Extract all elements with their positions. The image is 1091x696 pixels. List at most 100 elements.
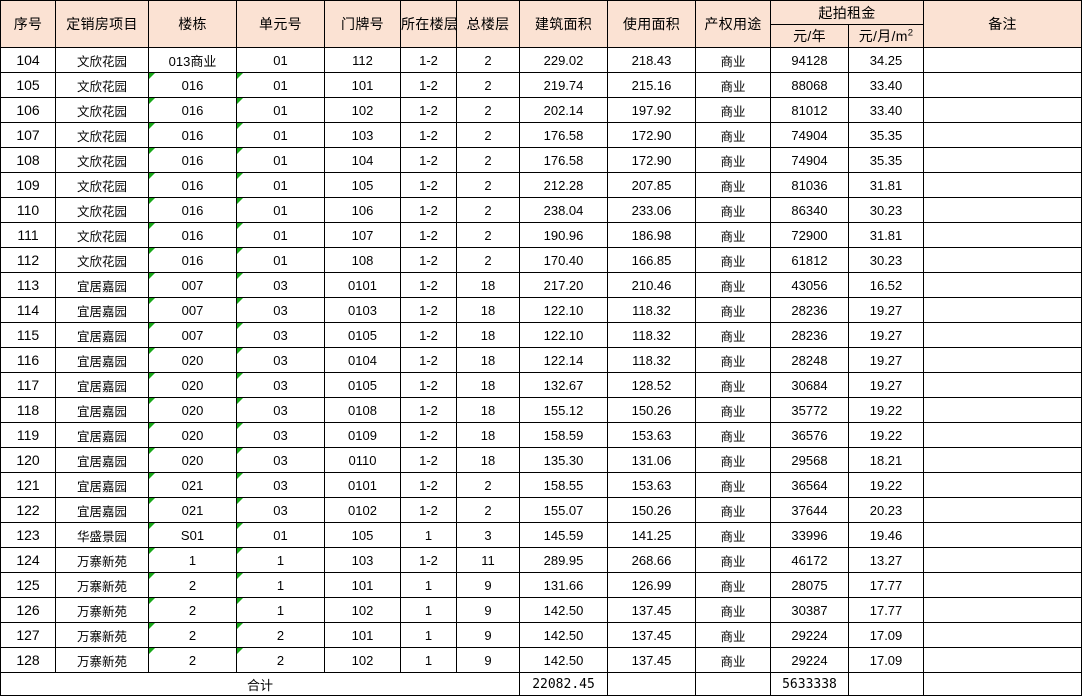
cell-door[interactable]: 102 (324, 597, 401, 623)
table-row[interactable]: 126 万寨新苑 2 1 102 1 9 142.50 137.45 商业 30387 17.77 (0, 597, 1083, 623)
cell-seq[interactable]: 126 (0, 597, 56, 623)
cell-door[interactable]: 0108 (324, 397, 401, 423)
cell-rent-per-month-sqm[interactable]: 17.09 (847, 647, 925, 673)
cell-rent-per-year[interactable]: 29224 (770, 647, 849, 673)
cell-built-area[interactable]: 176.58 (519, 147, 608, 173)
cell-unit[interactable]: 2 (236, 647, 325, 673)
cell-unit[interactable]: 01 (236, 147, 325, 173)
table-row[interactable]: 114 宜居嘉园 007 03 0103 1-2 18 122.10 118.32 商业 28236… (0, 297, 1083, 323)
cell-property-use[interactable]: 商业 (695, 47, 771, 73)
cell-building[interactable]: 2 (148, 647, 237, 673)
cell-building[interactable]: 020 (148, 422, 237, 448)
cell-rent-per-month-sqm[interactable]: 20.23 (847, 497, 925, 523)
cell-rent-per-year[interactable]: 86340 (770, 197, 849, 223)
cell-floor[interactable]: 1 (400, 572, 457, 598)
cell-project[interactable]: 宜居嘉园 (55, 372, 149, 398)
cell-rent-per-year[interactable]: 28236 (770, 322, 849, 348)
cell-rent-per-month-sqm[interactable]: 19.22 (847, 422, 925, 448)
table-row[interactable]: 125 万寨新苑 2 1 101 1 9 131.66 126.99 商业 28075 17.77 (0, 572, 1083, 598)
cell-building[interactable]: 021 (148, 497, 237, 523)
cell-project[interactable]: 文欣花园 (55, 147, 149, 173)
cell-door[interactable]: 0102 (324, 497, 401, 523)
cell-usable-area[interactable]: 172.90 (607, 147, 696, 173)
cell-property-use[interactable]: 商业 (695, 247, 771, 273)
cell-remark[interactable] (923, 347, 1083, 373)
cell-unit[interactable]: 01 (236, 97, 325, 123)
cell-rent-per-month-sqm[interactable]: 30.23 (847, 197, 925, 223)
cell-usable-area[interactable]: 150.26 (607, 397, 696, 423)
cell-remark[interactable] (923, 597, 1083, 623)
cell-total-floors[interactable]: 18 (456, 397, 520, 423)
cell-remark[interactable] (923, 622, 1083, 648)
cell-total-floors[interactable]: 2 (456, 247, 520, 273)
cell-floor[interactable]: 1-2 (400, 397, 457, 423)
cell-built-area[interactable]: 155.07 (519, 497, 608, 523)
cell-unit[interactable]: 03 (236, 472, 325, 498)
cell-rent-per-year[interactable]: 81012 (770, 97, 849, 123)
cell-floor[interactable]: 1-2 (400, 47, 457, 73)
cell-unit[interactable]: 03 (236, 497, 325, 523)
cell-building[interactable]: S01 (148, 522, 237, 548)
cell-rent-per-month-sqm[interactable]: 19.22 (847, 397, 925, 423)
cell-total-floors[interactable]: 2 (456, 197, 520, 223)
cell-door[interactable]: 0101 (324, 472, 401, 498)
cell-floor[interactable]: 1-2 (400, 197, 457, 223)
cell-unit[interactable]: 2 (236, 622, 325, 648)
cell-usable-area[interactable]: 210.46 (607, 272, 696, 298)
cell-built-area[interactable]: 142.50 (519, 597, 608, 623)
cell-property-use[interactable]: 商业 (695, 547, 771, 573)
cell-rent-per-year[interactable]: 29568 (770, 447, 849, 473)
cell-door[interactable]: 0104 (324, 347, 401, 373)
cell-total-floors[interactable]: 18 (456, 422, 520, 448)
cell-seq[interactable]: 107 (0, 122, 56, 148)
cell-building[interactable]: 013商业 (148, 47, 237, 73)
cell-built-area[interactable]: 219.74 (519, 72, 608, 98)
table-row[interactable]: 109 文欣花园 016 01 105 1-2 2 212.28 207.85 商业 81036 31… (0, 172, 1083, 198)
cell-building[interactable]: 007 (148, 322, 237, 348)
cell-unit[interactable]: 03 (236, 322, 325, 348)
cell-remark[interactable] (923, 297, 1083, 323)
cell-built-area[interactable]: 122.10 (519, 322, 608, 348)
cell-remark[interactable] (923, 497, 1083, 523)
cell-building[interactable]: 016 (148, 172, 237, 198)
cell-total-floors[interactable]: 9 (456, 597, 520, 623)
cell-seq[interactable]: 121 (0, 472, 56, 498)
cell-seq[interactable]: 119 (0, 422, 56, 448)
cell-seq[interactable]: 110 (0, 197, 56, 223)
cell-rent-per-year[interactable]: 74904 (770, 122, 849, 148)
cell-rent-per-month-sqm[interactable]: 18.21 (847, 447, 925, 473)
table-row[interactable]: 115 宜居嘉园 007 03 0105 1-2 18 122.10 118.32 商业 28236… (0, 322, 1083, 348)
cell-seq[interactable]: 128 (0, 647, 56, 673)
cell-rent-per-year[interactable]: 36564 (770, 472, 849, 498)
cell-total-floors[interactable]: 18 (456, 372, 520, 398)
cell-seq[interactable]: 112 (0, 247, 56, 273)
cell-built-area[interactable]: 158.55 (519, 472, 608, 498)
cell-unit[interactable]: 01 (236, 247, 325, 273)
cell-total-floors[interactable]: 2 (456, 472, 520, 498)
cell-project[interactable]: 文欣花园 (55, 247, 149, 273)
cell-rent-per-year[interactable]: 36576 (770, 422, 849, 448)
cell-floor[interactable]: 1-2 (400, 422, 457, 448)
cell-rent-per-year[interactable]: 81036 (770, 172, 849, 198)
table-row[interactable]: 106 文欣花园 016 01 102 1-2 2 202.14 197.92 商业 81012 33… (0, 97, 1083, 123)
cell-floor[interactable]: 1-2 (400, 497, 457, 523)
cell-property-use[interactable]: 商业 (695, 122, 771, 148)
cell-rent-per-month-sqm[interactable]: 19.27 (847, 322, 925, 348)
cell-usable-area[interactable]: 141.25 (607, 522, 696, 548)
cell-unit[interactable]: 01 (236, 122, 325, 148)
cell-remark[interactable] (923, 172, 1083, 198)
cell-property-use[interactable]: 商业 (695, 497, 771, 523)
cell-unit[interactable]: 01 (236, 72, 325, 98)
cell-project[interactable]: 宜居嘉园 (55, 322, 149, 348)
cell-building[interactable]: 021 (148, 472, 237, 498)
cell-rent-per-year[interactable]: 30684 (770, 372, 849, 398)
cell-seq[interactable]: 109 (0, 172, 56, 198)
cell-remark[interactable] (923, 222, 1083, 248)
cell-door[interactable]: 101 (324, 572, 401, 598)
cell-built-area[interactable]: 131.66 (519, 572, 608, 598)
cell-rent-per-year[interactable]: 33996 (770, 522, 849, 548)
cell-rent-per-year[interactable]: 37644 (770, 497, 849, 523)
cell-built-area[interactable]: 238.04 (519, 197, 608, 223)
cell-usable-area[interactable]: 128.52 (607, 372, 696, 398)
table-row[interactable]: 127 万寨新苑 2 2 101 1 9 142.50 137.45 商业 29224 17.09 (0, 622, 1083, 648)
